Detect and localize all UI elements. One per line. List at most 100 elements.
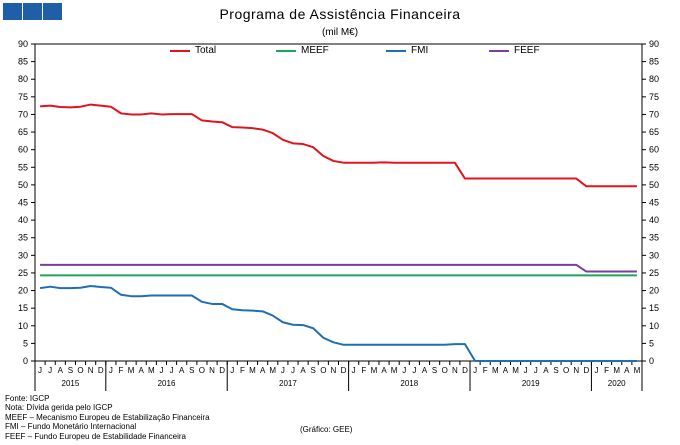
x-month-label-37: J [412,366,416,375]
x-month-label-29: N [331,366,337,375]
x-month-label-5: N [88,366,94,375]
x-month-label-55: J [594,366,598,375]
logo-block-1 [3,3,22,20]
x-month-label-11: M [148,366,155,375]
x-month-label-3: S [68,366,73,375]
x-month-label-10: A [139,366,145,375]
x-month-label-31: J [352,366,356,375]
x-month-label-32: F [361,366,366,375]
year-label-2020: 2020 [608,379,626,388]
x-month-label-49: J [534,366,538,375]
x-month-label-19: J [230,366,234,375]
chart-credit: (Gráfico: GEE) [300,425,353,434]
y-tick-label-right-45: 45 [649,198,659,208]
year-label-2018: 2018 [400,379,418,388]
x-month-label-17: N [209,366,215,375]
y-tick-label-left-25: 25 [18,268,28,278]
x-month-label-7: J [109,366,113,375]
x-month-label-0: J [38,366,42,375]
y-tick-label-left-0: 0 [23,356,28,366]
y-tick-label-right-55: 55 [649,162,659,172]
logo-block-2 [23,3,42,20]
x-month-label-8: F [119,366,124,375]
y-tick-label-right-50: 50 [649,180,659,190]
x-month-label-27: S [311,366,316,375]
x-month-label-53: N [573,366,579,375]
x-month-label-52: O [563,366,569,375]
x-month-label-2: A [58,366,64,375]
chart-title: Programa de Assistência Financeira [219,6,461,22]
y-tick-label-left-75: 75 [18,92,28,102]
x-month-label-51: S [553,366,558,375]
note-source: Fonte: IGCP [5,394,50,403]
chart-subtitle: (mil M€) [321,27,359,38]
y-tick-label-left-20: 20 [18,286,28,296]
x-month-label-44: F [483,366,488,375]
legend-label-total: Total [195,45,217,56]
x-month-label-25: J [291,366,295,375]
x-month-label-30: D [341,366,347,375]
y-tick-label-left-60: 60 [18,145,28,155]
note-meef: MEEF – Mecanismo Europeu de Estabilizaçã… [5,412,210,422]
x-month-label-20: F [240,366,245,375]
y-tick-label-right-40: 40 [649,215,659,225]
x-month-label-24: J [281,366,285,375]
y-tick-label-right-85: 85 [649,57,659,67]
x-month-label-14: A [179,366,185,375]
year-label-2019: 2019 [522,379,540,388]
year-label-2017: 2017 [279,379,297,388]
x-month-label-33: M [371,366,378,375]
x-month-label-43: J [473,366,477,375]
y-tick-label-left-90: 90 [18,39,28,49]
x-month-label-50: A [543,366,549,375]
x-month-label-22: A [260,366,266,375]
x-month-label-6: D [98,366,104,375]
note-fmi: FMI – Fundo Monetário Internacional [5,422,137,432]
y-tick-label-right-90: 90 [649,39,659,49]
x-month-label-39: S [432,366,437,375]
y-tick-label-left-80: 80 [18,74,28,84]
x-month-label-28: O [320,366,326,375]
x-month-label-40: O [442,366,448,375]
y-tick-label-left-30: 30 [18,250,28,260]
x-month-label-47: M [512,366,519,375]
y-tick-label-right-15: 15 [649,303,659,313]
x-month-label-35: M [391,366,398,375]
x-month-label-21: M [249,366,256,375]
y-tick-label-left-55: 55 [18,162,28,172]
x-month-label-26: A [300,366,306,375]
x-month-label-15: S [189,366,194,375]
y-tick-label-right-20: 20 [649,286,659,296]
legend-swatch-fmi [386,50,406,52]
x-month-label-13: J [170,366,174,375]
legend-label-feef: FEEF [514,45,540,56]
y-tick-label-right-75: 75 [649,92,659,102]
legend-swatch-meef [276,50,296,52]
legend-label-fmi: FMI [411,45,429,56]
y-tick-label-left-10: 10 [18,321,28,331]
x-month-label-46: A [503,366,509,375]
series-line-total [39,103,637,188]
note-feef: FEEF – Fundo Europeu de Estabilidade Fin… [5,431,186,441]
x-month-label-23: M [269,366,276,375]
y-tick-label-right-65: 65 [649,127,659,137]
y-tick-label-left-15: 15 [18,303,28,313]
y-tick-label-right-60: 60 [649,145,659,155]
x-month-label-56: F [604,366,609,375]
legend-label-meef: MEEF [301,45,329,56]
y-tick-label-left-40: 40 [18,215,28,225]
legend-swatch-feef [489,50,509,52]
y-tick-label-left-45: 45 [18,198,28,208]
y-tick-label-right-35: 35 [649,233,659,243]
x-month-label-9: M [128,366,135,375]
y-tick-label-right-10: 10 [649,321,659,331]
note-debt: Nota: Dívida gerida pelo IGCP [5,403,113,413]
y-tick-label-left-35: 35 [18,233,28,243]
x-month-label-34: A [381,366,387,375]
y-tick-label-right-80: 80 [649,74,659,84]
legend-swatch-total [170,50,190,52]
year-label-2016: 2016 [158,379,176,388]
y-tick-label-left-5: 5 [23,338,28,348]
x-month-label-12: J [159,366,163,375]
